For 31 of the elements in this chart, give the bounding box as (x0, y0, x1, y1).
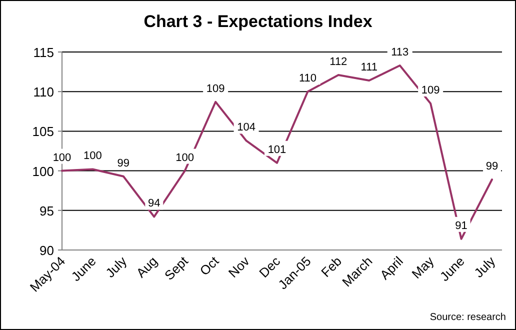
data-label: 99 (117, 157, 130, 170)
y-tick-label: 95 (40, 203, 54, 218)
x-tick-label: Nov (225, 253, 253, 280)
x-tick-label: July (471, 253, 498, 280)
x-tick-label: Dec (256, 253, 284, 280)
data-label: 104 (237, 122, 256, 134)
data-label: 110 (298, 72, 316, 85)
data-label: 100 (52, 152, 72, 164)
y-tick-label: 115 (33, 45, 54, 60)
data-label: 113 (391, 46, 409, 58)
y-tick-label: 105 (32, 124, 54, 140)
x-tick-label: Oct (196, 253, 222, 278)
data-label: 91 (455, 220, 468, 232)
x-tick-label: July (102, 253, 130, 280)
y-tick-label: 100 (32, 164, 54, 179)
data-label: 109 (206, 82, 225, 95)
data-label: 112 (330, 56, 348, 68)
x-tick-label: Feb (318, 254, 345, 280)
data-label: 109 (421, 84, 440, 96)
x-tick-label: Aug (133, 254, 160, 280)
data-label: 100 (84, 150, 102, 162)
source-note: Source: research (430, 312, 506, 323)
data-label: 111 (360, 62, 378, 74)
data-label: 100 (176, 152, 194, 164)
data-label: 101 (268, 144, 286, 156)
y-tick-label: 90 (40, 243, 54, 258)
chart-title: Chart 3 - Expectations Index (144, 12, 373, 31)
y-tick-label: 110 (33, 84, 54, 100)
data-label: 94 (148, 198, 160, 210)
data-label: 99 (486, 160, 498, 173)
x-tick-label: May (408, 253, 438, 282)
